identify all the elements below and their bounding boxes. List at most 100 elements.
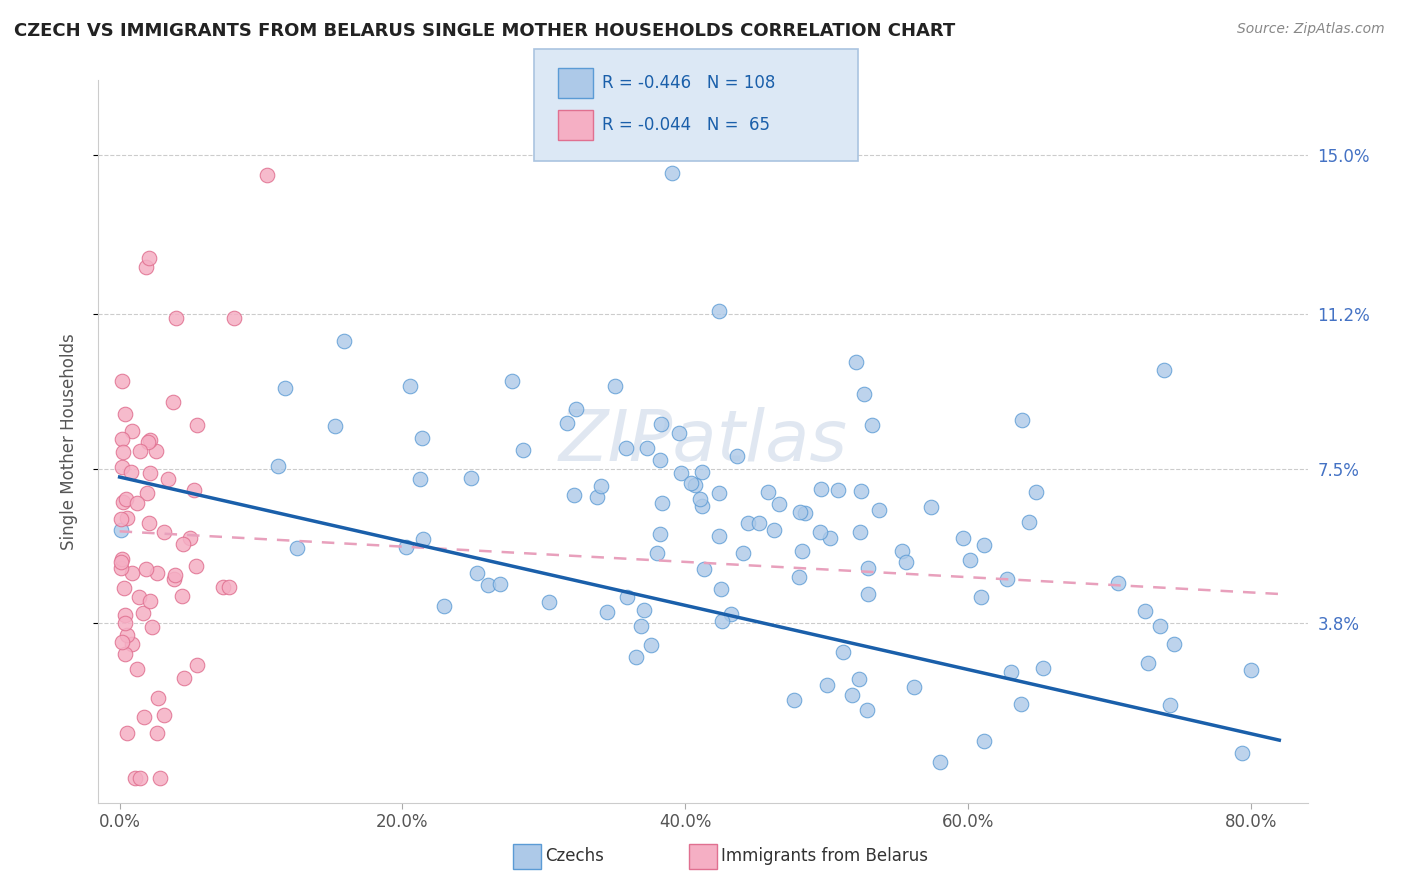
- Point: [841, 688, 863, 702]
- Point: [995, 572, 1018, 586]
- Point: [725, 449, 748, 463]
- Point: [707, 486, 730, 500]
- Point: [124, 771, 146, 785]
- Point: [117, 627, 139, 641]
- Point: [748, 516, 770, 530]
- Point: [333, 334, 356, 348]
- Point: [848, 672, 870, 686]
- Point: [399, 378, 422, 392]
- Point: [710, 582, 733, 596]
- Point: [323, 418, 346, 433]
- Point: [538, 595, 561, 609]
- Text: R = -0.446   N = 108: R = -0.446 N = 108: [602, 74, 775, 92]
- Point: [211, 580, 233, 594]
- Bar: [689, 844, 717, 869]
- Point: [640, 638, 662, 652]
- Point: [411, 431, 433, 445]
- Point: [789, 505, 811, 519]
- Point: [858, 561, 880, 575]
- Point: [138, 251, 160, 265]
- Point: [111, 460, 134, 475]
- Point: [460, 471, 482, 485]
- Point: [179, 532, 201, 546]
- Point: [591, 479, 613, 493]
- Point: [1135, 604, 1157, 618]
- Point: [669, 466, 692, 480]
- Point: [763, 524, 786, 538]
- Point: [661, 165, 683, 179]
- Point: [1025, 485, 1047, 500]
- Point: [111, 635, 134, 649]
- Point: [114, 492, 136, 507]
- Point: [973, 733, 995, 747]
- Point: [114, 615, 136, 630]
- Point: [218, 580, 240, 594]
- Point: [815, 678, 838, 692]
- Point: [138, 516, 160, 531]
- Point: [408, 473, 430, 487]
- Point: [1018, 515, 1040, 529]
- Point: [818, 531, 841, 545]
- Point: [929, 755, 952, 769]
- Point: [650, 453, 672, 467]
- Point: [1163, 637, 1185, 651]
- Point: [186, 418, 208, 433]
- Point: [146, 690, 169, 705]
- Point: [146, 726, 169, 740]
- Point: [856, 703, 879, 717]
- Point: [163, 572, 186, 586]
- Point: [112, 581, 135, 595]
- Point: [852, 387, 875, 401]
- Point: [135, 561, 157, 575]
- Point: [121, 566, 143, 580]
- Point: [139, 594, 162, 608]
- Point: [585, 490, 607, 504]
- Point: [692, 465, 714, 479]
- Text: ZIPatlas: ZIPatlas: [558, 407, 848, 476]
- Point: [651, 496, 673, 510]
- Point: [868, 503, 890, 517]
- Point: [163, 567, 186, 582]
- Point: [110, 512, 132, 526]
- Point: [707, 304, 730, 318]
- Point: [1149, 618, 1171, 632]
- Point: [707, 529, 730, 543]
- Point: [856, 587, 879, 601]
- Point: [172, 590, 194, 604]
- Point: [720, 607, 742, 621]
- Point: [139, 466, 162, 480]
- Point: [136, 486, 159, 500]
- Point: [121, 424, 143, 438]
- Point: [891, 544, 914, 558]
- Point: [648, 526, 671, 541]
- Point: [433, 599, 456, 613]
- Point: [165, 311, 187, 326]
- Point: [758, 485, 780, 500]
- Point: [488, 577, 510, 591]
- Point: [153, 707, 176, 722]
- Point: [616, 591, 638, 605]
- Text: CZECH VS IMMIGRANTS FROM BELARUS SINGLE MOTHER HOUSEHOLDS CORRELATION CHART: CZECH VS IMMIGRANTS FROM BELARUS SINGLE …: [14, 22, 955, 40]
- Point: [110, 561, 132, 575]
- Point: [845, 355, 868, 369]
- Point: [1137, 656, 1160, 670]
- Point: [285, 541, 308, 555]
- Point: [127, 496, 149, 510]
- Point: [794, 506, 817, 520]
- Point: [636, 441, 658, 455]
- Point: [129, 444, 152, 458]
- Point: [681, 475, 703, 490]
- Point: [477, 577, 499, 591]
- Point: [626, 650, 648, 665]
- Point: [115, 511, 138, 525]
- Point: [114, 647, 136, 661]
- Point: [711, 614, 734, 628]
- Point: [120, 465, 142, 479]
- Point: [162, 394, 184, 409]
- Point: [896, 555, 918, 569]
- Point: [412, 533, 434, 547]
- Point: [172, 537, 194, 551]
- Point: [633, 603, 655, 617]
- Point: [1011, 413, 1033, 427]
- Point: [1032, 661, 1054, 675]
